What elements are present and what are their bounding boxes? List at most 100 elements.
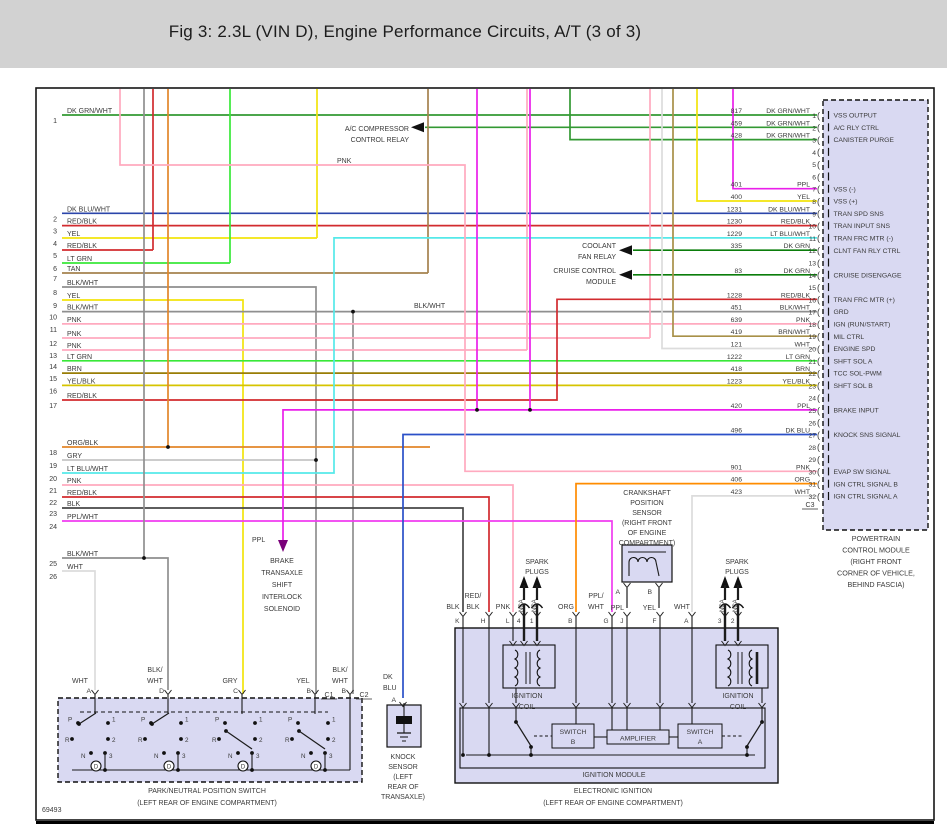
wire-color-label: DK GRN/WHT [766, 108, 810, 115]
pcm-pin-number: 13 [808, 260, 816, 267]
label: FAN RELAY [578, 254, 616, 261]
pin-connector [572, 611, 580, 618]
pn-pin-letter: B [306, 688, 311, 695]
label: 1 [112, 717, 116, 724]
figure-title: Fig 3: 2.3L (VIN D), Engine Performance … [168, 22, 642, 41]
pin-connector [485, 611, 493, 618]
pin-connector [623, 582, 631, 589]
pcm-pin-number: 5 [812, 162, 816, 169]
pcm-pin-bracket: ( [817, 258, 820, 268]
pcm-pin-bracket: ( [817, 209, 820, 219]
label: P [141, 717, 145, 724]
nca-label: NCA [733, 599, 739, 612]
label: 3 [329, 753, 333, 760]
wire-color-label: YEL/BLK [782, 378, 810, 385]
label: 2 [112, 737, 116, 744]
circuit-number: 121 [731, 342, 743, 349]
left-pin-number: 21 [49, 488, 57, 495]
switch-arm [746, 721, 763, 747]
label: TRANSAXLE) [381, 794, 425, 801]
left-pin-number: 4 [53, 241, 57, 248]
pin-connector [485, 702, 493, 709]
module-pin-letter: A [684, 618, 689, 625]
pcm-function-label: MIL CTRL [834, 334, 865, 341]
pcm-pin-number: 12 [808, 248, 816, 255]
label: BLU [383, 685, 397, 692]
pin-connector [623, 611, 631, 618]
pin-connector [608, 702, 616, 709]
left-pin-label: BLK/WHT [67, 305, 99, 312]
wire-color-label: PPL [797, 403, 810, 410]
label: N [81, 753, 86, 760]
left-pin-number: 16 [49, 388, 57, 395]
label: P [68, 717, 72, 724]
wire-color-label: LT GRN [786, 354, 810, 361]
wire-color-label: RED/BLK [781, 292, 811, 299]
label: PPL [252, 537, 265, 544]
label: REAR OF [387, 784, 418, 791]
pcm-pin-number: 4 [812, 150, 816, 157]
pcm-pin-bracket: ( [817, 123, 820, 133]
junction-dot [487, 753, 491, 757]
title-bar: Fig 3: 2.3L (VIN D), Engine Performance … [0, 0, 947, 68]
wire-dk_blu [402, 433, 817, 698]
pcm-pin-bracket: ( [817, 172, 820, 182]
pcm-function-label: GRD [834, 309, 849, 316]
left-pin-number: 18 [49, 450, 57, 457]
pcm-function-label: TRAN FRC MTR (-) [834, 236, 894, 243]
wire-red_blk [62, 496, 490, 612]
pn-wire-label: BLK/ [332, 667, 347, 674]
pcm-pin-bracket: ( [817, 135, 820, 145]
module-wire-label: BLK [466, 604, 480, 611]
module-wire-label: WHT [588, 604, 605, 611]
wire-color-label: DK GRN [784, 243, 811, 250]
wire-color-label: DK GRN/WHT [766, 133, 810, 140]
label: DK [383, 674, 393, 681]
pin-connector [509, 640, 517, 647]
wire-brn_wht [672, 89, 817, 338]
pcm-function-label: TCC SOL-PWM [834, 371, 883, 378]
label: R [212, 737, 217, 744]
wire-wht [62, 570, 96, 690]
pcm-pin-number: 9 [812, 211, 816, 218]
pcm-pin-bracket: ( [817, 147, 820, 157]
junction-dot [162, 751, 166, 755]
circuit-number: 459 [731, 120, 743, 127]
arrow-left-icon [619, 269, 632, 280]
left-pin-label: LT GRN [67, 256, 92, 263]
pn-wire-label: GRY [222, 678, 237, 685]
pn-position-d [90, 760, 102, 772]
junction-dot [70, 737, 74, 741]
pcm-function-label: A/C RLY CTRL [834, 125, 880, 132]
wire-color-label: WHT [795, 489, 810, 496]
label: IGNITION [722, 693, 753, 700]
spark-arrow-icon [532, 576, 542, 588]
pcm-pin-bracket: ( [817, 159, 820, 169]
wire-color-label: BRN/WHT [778, 329, 810, 336]
label: PARK/NEUTRAL POSITION SWITCH [148, 788, 266, 795]
pin-connector [656, 702, 664, 709]
circuit-number: 1222 [727, 354, 742, 361]
pin-connector [623, 702, 631, 709]
label: COIL [730, 704, 746, 711]
sensor-coil [628, 556, 657, 563]
circuit-number: 400 [731, 194, 743, 201]
label: R [65, 737, 70, 744]
label: IGNITION [511, 693, 542, 700]
left-pin-number: 14 [49, 364, 57, 371]
label: COIL [519, 704, 535, 711]
wire-wht [661, 89, 817, 350]
pcm-pin-bracket: ( [817, 491, 820, 501]
label: 2 [332, 737, 336, 744]
label: CONTROL RELAY [351, 137, 410, 144]
label: (LEFT REAR OF ENGINE COMPARTMENT) [543, 800, 683, 807]
pcm-function-label: CLNT FAN RLY CTRL [834, 248, 901, 255]
left-pin-label: YEL [67, 231, 80, 238]
junction-dot [106, 721, 110, 725]
pn-pin-letter: A [86, 688, 91, 695]
label: A [615, 589, 620, 596]
pn-wire-label: WHT [147, 678, 164, 685]
wire-color-label: LT BLU/WHT [770, 231, 810, 238]
module-wire-label: PNK [496, 604, 511, 611]
wire-red_blk [62, 298, 817, 401]
